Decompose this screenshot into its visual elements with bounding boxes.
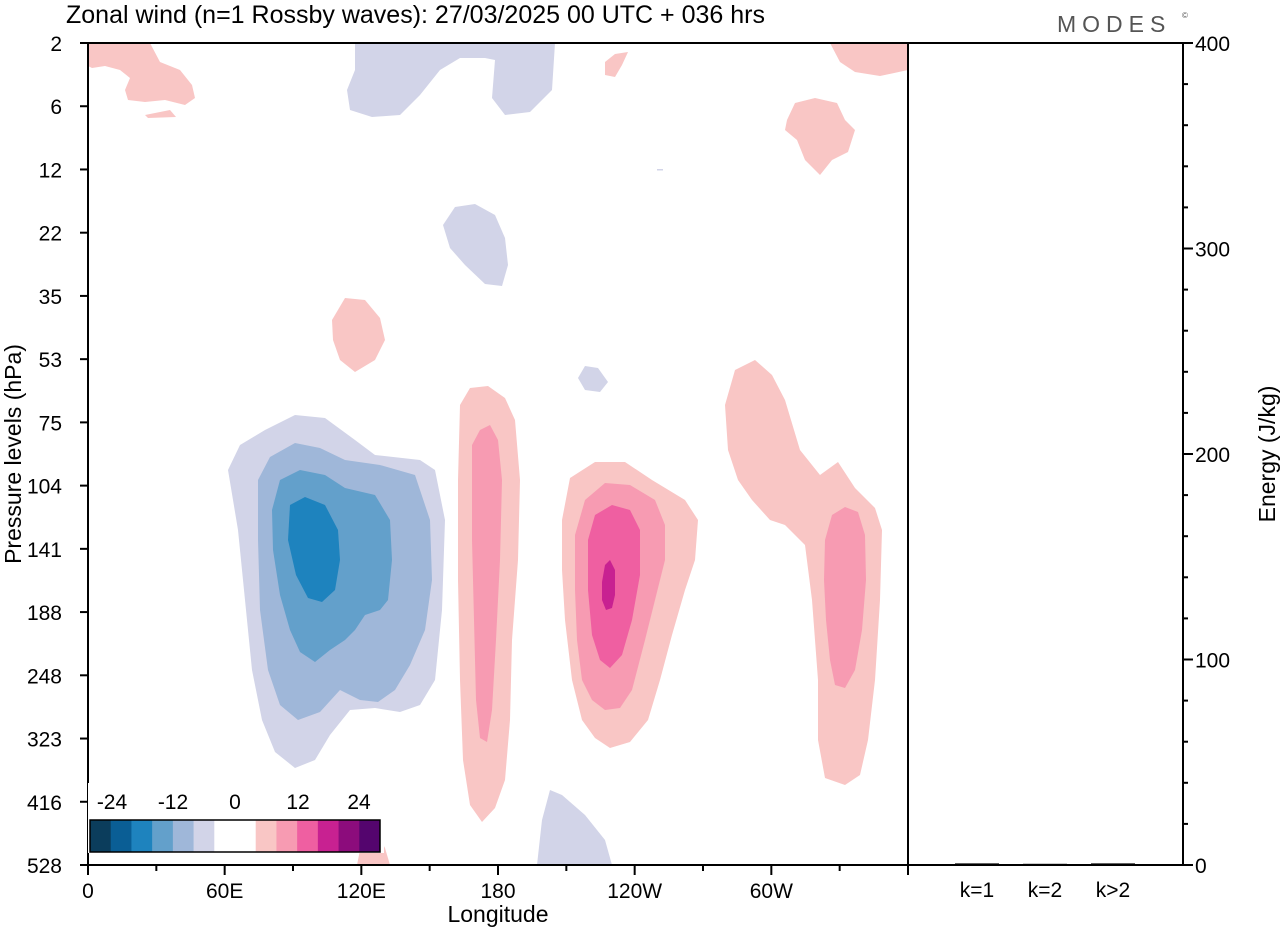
colorbar-swatch bbox=[338, 820, 360, 852]
colorbar-label: 0 bbox=[229, 791, 241, 814]
energy-bar bbox=[1023, 863, 1067, 866]
pressure-tick-label: 35 bbox=[39, 286, 62, 309]
colorbar-swatch bbox=[90, 820, 112, 852]
contour-pos-6 bbox=[332, 298, 385, 372]
colorbar-swatch bbox=[317, 820, 340, 852]
energy-tick-label: 0 bbox=[1195, 855, 1207, 878]
pressure-tick-label: 528 bbox=[27, 855, 62, 878]
colorbar-swatch bbox=[152, 820, 174, 852]
energy-axis-label: Energy (J/kg) bbox=[1254, 386, 1280, 523]
contour-pos-2 bbox=[145, 110, 176, 118]
colorbar-swatch bbox=[214, 820, 236, 852]
contour-neg-8 bbox=[288, 497, 340, 602]
longitude-tick-label: 180 bbox=[480, 880, 515, 903]
contour-plot bbox=[87, 42, 909, 866]
longitude-tick-label: 60E bbox=[206, 880, 243, 903]
colorbar-swatch bbox=[276, 820, 298, 852]
colorbar-frame bbox=[89, 819, 381, 853]
contour-pos-11 bbox=[472, 425, 502, 742]
pressure-tick-label: 22 bbox=[39, 223, 62, 246]
brand-logo: MODES bbox=[1057, 11, 1171, 37]
pressure-tick-label: 53 bbox=[39, 349, 62, 372]
energy-categories: k=1 k=2 k>2 bbox=[960, 879, 1130, 902]
contour-pos-1 bbox=[88, 43, 195, 105]
energy-tick-label: 300 bbox=[1195, 239, 1230, 262]
x-axis-label: Longitude bbox=[447, 901, 548, 927]
contour-neg-1 bbox=[347, 43, 555, 117]
colorbar-swatch bbox=[297, 820, 319, 852]
contour-pos-13 bbox=[824, 507, 866, 688]
contour-pos-3 bbox=[830, 43, 908, 76]
y-axis-label: Pressure levels (hPa) bbox=[0, 344, 26, 564]
contour-pos-15 bbox=[602, 560, 615, 610]
contour-pos-4 bbox=[605, 52, 628, 77]
colorbar-label: 24 bbox=[347, 791, 371, 814]
energy-category-label: k=2 bbox=[1028, 879, 1062, 902]
contour-neg-4 bbox=[537, 790, 612, 865]
longitude-tick-label: 120E bbox=[337, 880, 386, 903]
colorbar-swatch bbox=[255, 820, 277, 852]
contour-neg-2 bbox=[443, 204, 508, 286]
energy-category-label: k>2 bbox=[1096, 879, 1130, 902]
colorbar-swatch bbox=[172, 820, 195, 852]
colorbar-label: 12 bbox=[286, 791, 309, 814]
energy-bar bbox=[1091, 863, 1135, 866]
energy-bars bbox=[955, 863, 1135, 866]
energy-panel: 0 100 200 300 400 k=1 k=2 k>2 bbox=[907, 33, 1230, 902]
colorbar-labels: -24 -12 0 12 24 bbox=[97, 791, 371, 814]
colorbar-swatch bbox=[193, 820, 215, 852]
brand-mark: © bbox=[1182, 11, 1188, 20]
pressure-tick-label: 12 bbox=[39, 159, 62, 182]
pressure-tick-label: 104 bbox=[27, 476, 62, 499]
pressure-axis: 2 6 12 22 35 53 75 104 141 188 248 323 416 528 bbox=[27, 33, 88, 878]
colorbar-swatch bbox=[235, 820, 257, 852]
pressure-tick-label: 2 bbox=[50, 33, 62, 56]
pressure-tick-label: 416 bbox=[27, 792, 62, 815]
pressure-tick-label: 323 bbox=[27, 729, 62, 752]
pressure-tick-label: 141 bbox=[27, 539, 62, 562]
colorbar-label: -24 bbox=[97, 791, 128, 814]
longitude-tick-label: 0 bbox=[82, 880, 94, 903]
contour-pos-5 bbox=[785, 98, 855, 175]
energy-tick-label: 100 bbox=[1195, 650, 1230, 673]
longitude-tick-label: 60W bbox=[750, 880, 793, 903]
longitude-tick-label: 120W bbox=[607, 880, 662, 903]
energy-bar bbox=[955, 863, 999, 866]
colorbar-swatch bbox=[110, 820, 132, 852]
chart-title: Zonal wind (n=1 Rossby waves): 27/03/202… bbox=[66, 1, 765, 29]
energy-category-label: k=1 bbox=[960, 879, 994, 902]
pressure-tick-label: 75 bbox=[39, 412, 62, 435]
pressure-tick-label: 188 bbox=[27, 602, 62, 625]
pressure-tick-label: 6 bbox=[50, 96, 62, 119]
colorbar-swatch bbox=[359, 820, 381, 852]
colorbar-legend: -24 -12 0 12 24 bbox=[88, 783, 384, 853]
contour-neg-3 bbox=[578, 366, 608, 392]
longitude-axis: 0 60E 120E 180 120W 60W bbox=[82, 865, 909, 903]
energy-axis: 0 100 200 300 400 bbox=[1183, 33, 1230, 878]
colorbar-swatches bbox=[89, 819, 381, 853]
colorbar-swatch bbox=[131, 820, 153, 852]
energy-tick-label: 200 bbox=[1195, 444, 1230, 467]
pressure-tick-label: 248 bbox=[27, 665, 62, 688]
colorbar-label: -12 bbox=[158, 791, 188, 814]
energy-tick-label: 400 bbox=[1195, 33, 1230, 56]
